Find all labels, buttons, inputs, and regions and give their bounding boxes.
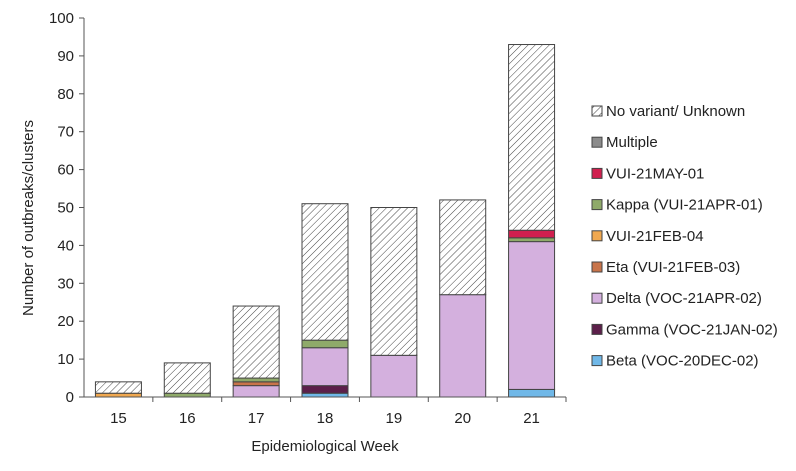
bar-segment <box>508 241 556 390</box>
legend-item: Gamma (VOC-21JAN-02) <box>591 321 778 338</box>
legend-swatch <box>591 261 603 273</box>
legend-item: Kappa (VUI-21APR-01) <box>591 197 763 214</box>
y-tick-label: 10 <box>57 351 74 368</box>
legend-item: VUI-21FEB-04 <box>591 228 704 245</box>
bar-segment <box>232 377 280 383</box>
legend-label: Gamma (VOC-21JAN-02) <box>606 321 778 338</box>
bar-segment <box>163 362 211 394</box>
legend-swatch <box>591 199 603 211</box>
legend-item: Multiple <box>591 134 658 151</box>
legend-label: Beta (VOC-20DEC-02) <box>606 353 759 370</box>
y-tick-label: 40 <box>57 237 74 254</box>
x-tick-label: 18 <box>317 410 334 427</box>
bar-segment <box>301 203 349 341</box>
legend-item: Beta (VOC-20DEC-02) <box>591 353 759 370</box>
bar-segment <box>232 385 280 398</box>
y-axis-title: Number of outbreaks/clusters <box>20 120 37 316</box>
legend: No variant/ Unknown Multiple VUI-21MAY-01 K… <box>591 103 778 370</box>
x-axis-ticks: 15 16 17 18 19 20 21 <box>110 397 567 427</box>
bar-segment <box>508 44 556 231</box>
legend-label: Eta (VUI-21FEB-03) <box>606 259 740 276</box>
bar-segment <box>94 381 142 394</box>
y-tick-label: 20 <box>57 313 74 330</box>
bars <box>94 44 556 398</box>
legend-swatch <box>591 323 603 335</box>
legend-swatch <box>591 230 603 242</box>
legend-label: No variant/ Unknown <box>606 103 745 120</box>
bar-segment <box>301 385 349 394</box>
legend-swatch <box>591 355 603 367</box>
legend-label: Kappa (VUI-21APR-01) <box>606 197 763 214</box>
bar-segment <box>370 354 418 398</box>
bar-segment <box>439 294 487 398</box>
axes <box>83 18 566 398</box>
legend-swatch <box>591 136 603 148</box>
bar-segment <box>439 199 487 296</box>
legend-item: Eta (VUI-21FEB-03) <box>591 259 740 276</box>
y-tick-label: 30 <box>57 275 74 292</box>
y-tick-label: 70 <box>57 124 74 141</box>
bar-segment <box>163 392 211 398</box>
bar-segment <box>94 392 142 398</box>
x-tick-label: 21 <box>523 410 540 427</box>
bar-segment <box>508 237 556 243</box>
x-tick-label: 15 <box>110 410 127 427</box>
bar-segment <box>370 207 418 356</box>
legend-item: VUI-21MAY-01 <box>591 165 704 182</box>
y-tick-label: 100 <box>49 10 74 27</box>
bar-segment <box>232 305 280 379</box>
x-tick-label: 17 <box>248 410 265 427</box>
legend-label: VUI-21MAY-01 <box>606 165 704 182</box>
legend-item: No variant/ Unknown <box>591 103 745 120</box>
bar-segment <box>301 339 349 349</box>
legend-label: Multiple <box>606 134 658 151</box>
bar-segment <box>508 388 556 398</box>
x-tick-label: 20 <box>454 410 471 427</box>
legend-label: VUI-21FEB-04 <box>606 228 704 245</box>
legend-item: Delta (VOC-21APR-02) <box>591 290 762 307</box>
bar-segment <box>508 229 556 239</box>
legend-label: Delta (VOC-21APR-02) <box>606 290 762 307</box>
x-tick-label: 16 <box>179 410 196 427</box>
y-tick-label: 80 <box>57 86 74 103</box>
y-axis-ticks: 0 10 20 30 40 50 60 70 80 90 100 <box>49 10 84 406</box>
x-axis-title: Epidemiological Week <box>251 438 399 455</box>
y-tick-label: 90 <box>57 48 74 65</box>
legend-swatch <box>591 167 603 179</box>
y-tick-label: 50 <box>57 200 74 217</box>
x-tick-label: 19 <box>386 410 403 427</box>
bar-segment <box>301 392 349 398</box>
legend-swatch <box>591 292 603 304</box>
bar-segment <box>301 347 349 387</box>
y-tick-label: 0 <box>66 389 74 406</box>
y-tick-label: 60 <box>57 162 74 179</box>
bar-segment <box>232 381 280 387</box>
legend-swatch <box>591 105 603 117</box>
